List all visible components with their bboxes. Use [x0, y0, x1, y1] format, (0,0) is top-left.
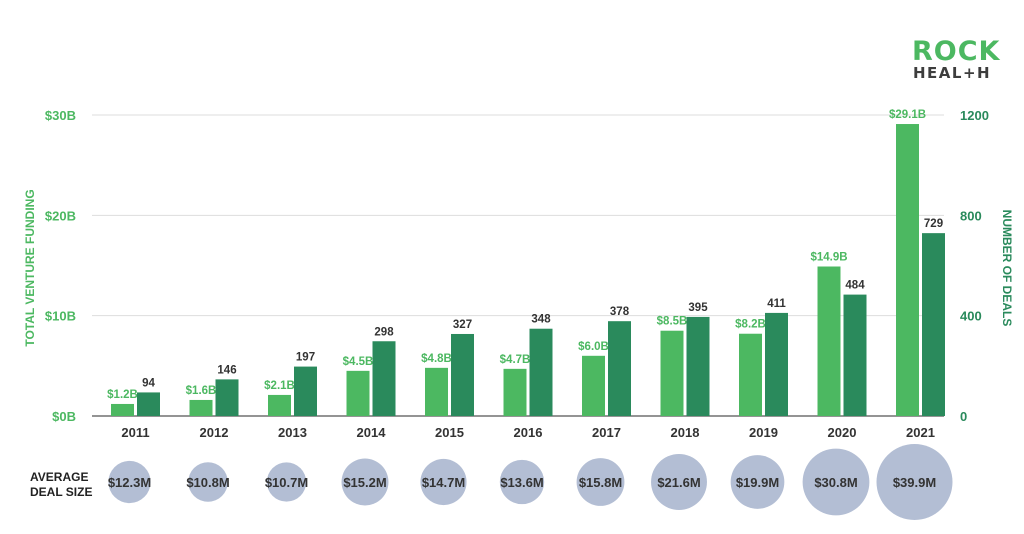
- x-axis-categories: 2011 2012 2013 2014 2015 2016 2017 2018 2019 2020…: [121, 425, 935, 440]
- deal-size-label: $10.7M: [265, 475, 308, 490]
- deal-size-label: $15.2M: [343, 475, 386, 490]
- funding-bar: [111, 403, 134, 416]
- y-left-tick-label: $20B: [45, 208, 76, 223]
- funding-bar: [660, 330, 684, 416]
- deals-data-label: 484: [845, 280, 865, 292]
- deal-size-label: $30.8M: [814, 475, 857, 490]
- deal-size-label: $10.8M: [186, 475, 229, 490]
- y-left-tick-label: $30B: [45, 108, 76, 123]
- funding-data-label: $1.2B: [107, 389, 138, 401]
- average-deal-size-title: AVERAGE DEAL SIZE: [30, 470, 92, 499]
- y-right-tick-label: 0: [960, 409, 967, 424]
- deals-data-label: 411: [767, 298, 786, 310]
- x-tick-label: 2017: [592, 425, 621, 440]
- y-left-tick-label: $0B: [52, 409, 76, 424]
- funding-data-label: $8.5B: [657, 316, 688, 328]
- x-tick-label: 2013: [278, 425, 307, 440]
- y-axis-right: 0 400 800 1200: [960, 108, 989, 424]
- deals-data-label: 146: [217, 364, 236, 376]
- deal-size-bubble: [876, 444, 953, 520]
- funding-bar: [346, 370, 370, 416]
- deals-bar: [608, 321, 631, 416]
- deals-data-label: 197: [296, 352, 315, 364]
- deals-data-label: 729: [924, 218, 943, 230]
- deals-data-label: 348: [531, 314, 551, 326]
- deals-bar: [451, 333, 474, 416]
- y-right-tick-label: 400: [960, 309, 982, 324]
- deals-bar: [529, 328, 553, 416]
- avg-deal-title-line-2: DEAL SIZE: [30, 485, 92, 499]
- deals-data-label: 378: [610, 306, 630, 318]
- deal-size-bubble: [802, 448, 870, 516]
- x-tick-label: 2012: [200, 425, 229, 440]
- deal-size-bubble: [341, 458, 389, 506]
- logo-line-2: HEAL+H: [913, 64, 991, 82]
- y-right-tick-label: 1200: [960, 108, 989, 123]
- deals-bar: [294, 366, 317, 416]
- funding-bar: [425, 367, 448, 416]
- deals-bar: [372, 341, 396, 416]
- y-axis-left-title: TOTAL VENTURE FUNDING: [23, 189, 37, 346]
- y-axis-right-title: NUMBER OF DEALS: [1000, 210, 1014, 327]
- funding-bar: [739, 333, 762, 416]
- funding-data-label: $1.6B: [186, 385, 217, 397]
- funding-data-label: $29.1B: [889, 109, 926, 121]
- funding-data-label: $8.2B: [735, 319, 766, 331]
- deal-size-bubble: [420, 458, 467, 506]
- funding-data-label: $6.0B: [578, 341, 609, 353]
- deals-bar: [137, 392, 160, 416]
- y-axis-left: $0B $10B $20B $30B: [45, 108, 76, 424]
- rock-health-logo: ROCK HEAL+H: [912, 36, 1001, 82]
- deals-bar: [765, 312, 788, 416]
- deals-data-label: 395: [688, 302, 708, 314]
- x-tick-label: 2014: [357, 425, 387, 440]
- deal-size-label: $39.9M: [893, 475, 936, 490]
- average-deal-size-bubbles: $12.3M $10.8M $10.7M $15.2M $14.7M $13.6M $15.…: [108, 444, 953, 520]
- funding-bar: [503, 368, 527, 416]
- deals-data-label: 327: [453, 319, 472, 331]
- funding-data-label: $4.5B: [343, 356, 374, 368]
- funding-bar: [817, 266, 841, 416]
- deal-size-bubble: [651, 454, 707, 510]
- avg-deal-title-line-1: AVERAGE: [30, 470, 88, 484]
- x-tick-label: 2020: [828, 425, 857, 440]
- y-left-tick-label: $10B: [45, 309, 76, 324]
- deal-size-bubble: [499, 459, 545, 505]
- deals-data-label: 298: [374, 326, 394, 338]
- x-tick-label: 2011: [121, 425, 149, 440]
- x-tick-label: 2021: [906, 425, 935, 440]
- x-tick-label: 2015: [435, 425, 464, 440]
- funding-bar: [189, 399, 213, 416]
- x-tick-label: 2016: [514, 425, 543, 440]
- deal-size-bubble: [108, 460, 151, 504]
- deal-size-label: $19.9M: [736, 475, 779, 490]
- x-tick-label: 2018: [671, 425, 700, 440]
- deals-data-label: 94: [142, 377, 155, 389]
- deal-size-label: $15.8M: [579, 475, 622, 490]
- x-tick-label: 2019: [749, 425, 778, 440]
- y-right-tick-label: 800: [960, 208, 982, 223]
- deal-size-bubble: [266, 462, 307, 502]
- logo-line-1: ROCK: [912, 36, 1001, 67]
- deals-bar: [686, 316, 710, 416]
- funding-data-label: $4.7B: [500, 354, 531, 366]
- deals-bar: [215, 379, 239, 416]
- deal-size-bubble: [730, 455, 785, 509]
- funding-bar: [582, 355, 605, 416]
- funding-bar: [268, 394, 291, 416]
- funding-data-label: $14.9B: [810, 252, 847, 264]
- deal-size-bubble: [576, 458, 625, 506]
- deal-size-label: $21.6M: [657, 475, 700, 490]
- deals-bar: [843, 294, 867, 416]
- funding-data-label: $4.8B: [421, 353, 452, 365]
- deals-bar: [922, 233, 945, 416]
- deal-size-label: $14.7M: [422, 475, 465, 490]
- funding-bar: [896, 124, 919, 416]
- deal-size-label: $12.3M: [108, 475, 151, 490]
- deal-size-label: $13.6M: [500, 475, 543, 490]
- funding-data-label: $2.1B: [264, 380, 295, 392]
- deal-size-bubble: [188, 462, 228, 502]
